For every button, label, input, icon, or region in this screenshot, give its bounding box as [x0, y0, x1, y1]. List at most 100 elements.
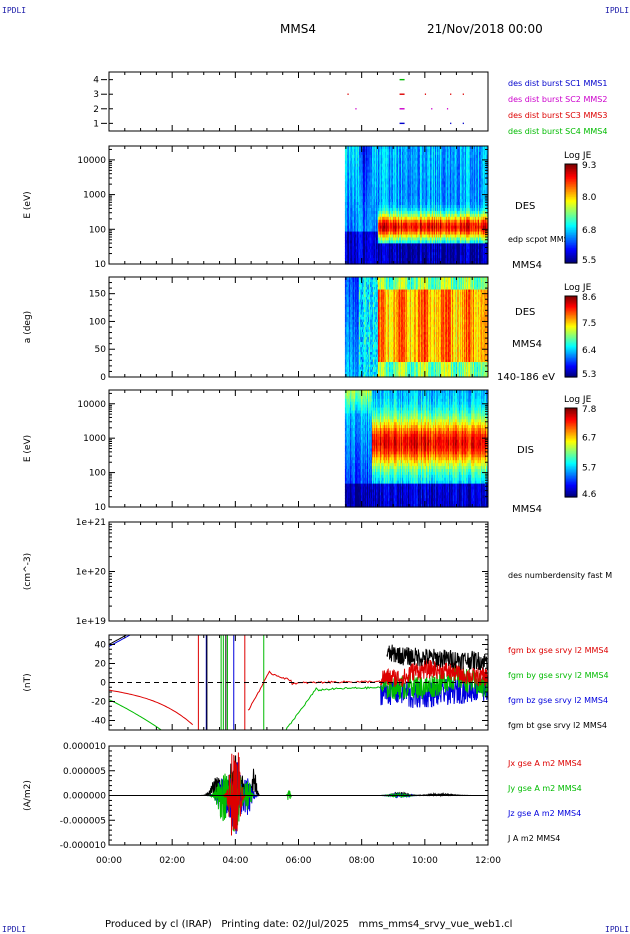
bx-series [248, 671, 387, 710]
des-energy-y-label: E (eV) [23, 191, 33, 218]
density-y-label: (cm^-3) [23, 553, 33, 590]
pitch-angle-y-tick-label: 100 [89, 317, 106, 327]
pitch-angle-y-tick-label: 0 [100, 373, 106, 383]
energy-range-label: 140-186 eV [497, 372, 555, 383]
burst-mark [463, 94, 464, 95]
mms4-label: MMS4 [512, 260, 542, 271]
des-energy-y-tick-label: 10000 [77, 156, 106, 166]
burst-legend-label: des dist burst SC3 MMS3 [508, 111, 607, 120]
burst-mark [447, 108, 448, 109]
x-tick-label: 12:00 [475, 856, 501, 866]
dis-energy-colorbar-tick-label: 6.7 [582, 434, 596, 444]
burst-legend-label: des dist burst SC4 MMS4 [508, 127, 607, 136]
des-energy-colorbar-tick-label: 5.5 [582, 256, 596, 266]
x-tick-label: 06:00 [286, 856, 312, 866]
des-energy-heatmap [345, 146, 488, 265]
bfield-y-label: (nT) [23, 673, 33, 691]
burst-mark [425, 94, 426, 95]
pitch-angle-colorbar-tick-label: 8.6 [582, 293, 597, 303]
burst-mark [463, 123, 464, 124]
by-series [286, 687, 387, 731]
pitch-angle-colorbar-title: Log JE [564, 283, 592, 293]
current-y-tick-label: 0.000000 [63, 792, 106, 802]
bfield-legend-label: fgm bt gse srvy l2 MMS4 [508, 721, 607, 730]
des-energy-y-tick-label: 1000 [83, 191, 106, 201]
pitch-angle-y-tick-label: 150 [89, 290, 106, 300]
current-y-tick-label: 0.000010 [63, 742, 106, 752]
density-y-tick-label: 1e+19 [76, 617, 107, 627]
des-energy-y-tick-label: 10 [95, 260, 107, 270]
dis-energy-colorbar-tick-label: 5.7 [582, 463, 596, 473]
bfield-legend-label: fgm bz gse srvy l2 MMS4 [508, 696, 608, 705]
dis-energy-y-tick-label: 1000 [83, 434, 106, 444]
des-energy-colorbar-tick-label: 6.8 [582, 226, 597, 236]
current-y-label: (A/m2) [23, 780, 33, 811]
bfield-y-tick-label: 0 [100, 679, 106, 689]
dis-energy-colorbar-title: Log JE [564, 395, 592, 405]
burst-mark [355, 108, 356, 109]
pitch-angle-colorbar-tick-label: 6.4 [582, 346, 597, 356]
dis-energy-y-tick-label: 10000 [77, 400, 106, 410]
des-energy-colorbar-tick-label: 9.3 [582, 161, 596, 171]
dis-energy-colorbar-tick-label: 7.8 [582, 405, 597, 415]
burst-mark [400, 108, 405, 109]
dis-label: DIS [517, 445, 534, 456]
des-energy-colorbar-tick-label: 8.0 [582, 193, 597, 203]
dis-energy-y-label: E (eV) [23, 435, 33, 462]
dis-energy-heatmap [345, 390, 488, 508]
mms4-label: MMS4 [512, 504, 542, 515]
burst-y-tick-label: 4 [93, 76, 99, 86]
bfield-y-tick-label: 40 [95, 641, 107, 651]
dis-energy-colorbar-tick-label: 4.6 [582, 490, 597, 500]
burst-mark [400, 123, 405, 124]
dis-energy-y-tick-label: 100 [89, 469, 106, 479]
density-y-tick-label: 1e+20 [76, 568, 107, 578]
x-tick-label: 10:00 [412, 856, 438, 866]
density-frame [109, 522, 488, 621]
x-tick-label: 02:00 [159, 856, 185, 866]
current-legend-label: Jy gse A m2 MMS4 [507, 784, 582, 793]
des-energy-y-tick-label: 100 [89, 225, 106, 235]
pitch-angle-colorbar-tick-label: 5.3 [582, 370, 596, 380]
burst-legend-label: des dist burst SC2 MMS2 [508, 95, 607, 104]
pitch-angle-y-label: a (deg) [23, 311, 33, 343]
current-legend-label: J A m2 MMS4 [507, 834, 560, 843]
des-label: DES [515, 307, 535, 318]
bz-series [109, 601, 193, 646]
des-label: DES [515, 201, 535, 212]
burst-mark [431, 108, 432, 109]
burst-legend-label: des dist burst SC1 MMS1 [508, 79, 607, 88]
bfield-legend-label: fgm by gse srvy l2 MMS4 [508, 671, 609, 680]
burst-panel-frame [109, 72, 488, 131]
burst-mark [400, 79, 405, 80]
burst-mark [450, 123, 451, 124]
x-tick-label: 04:00 [222, 856, 248, 866]
density-legend-label: des numberdensity fast M [508, 571, 612, 580]
dis-energy-y-tick-label: 10 [95, 503, 107, 513]
current-y-tick-label: -0.000005 [60, 816, 106, 826]
x-tick-label: 08:00 [349, 856, 375, 866]
jz-series [109, 762, 488, 834]
current-legend-label: Jz gse A m2 MMS4 [507, 809, 581, 818]
burst-y-tick-label: 1 [93, 119, 99, 129]
x-tick-label: 00:00 [96, 856, 122, 866]
burst-mark [347, 94, 348, 95]
scpot-label: edp scpot MMS4 [508, 235, 574, 244]
bfield-y-tick-label: -20 [91, 698, 106, 708]
bfield-legend-label: fgm bx gse srvy l2 MMS4 [508, 646, 609, 655]
des-energy-colorbar-title: Log JE [564, 151, 592, 161]
density-y-tick-label: 1e+21 [76, 518, 106, 528]
by-series [109, 700, 193, 754]
pitch-angle-heatmap [345, 277, 488, 378]
current-series-group [109, 753, 488, 836]
current-y-tick-label: 0.000005 [63, 767, 106, 777]
current-legend-label: Jx gse A m2 MMS4 [507, 759, 582, 768]
pitch-angle-y-tick-label: 50 [95, 345, 107, 355]
burst-y-tick-label: 3 [93, 90, 99, 100]
bfield-y-tick-label: 20 [95, 660, 107, 670]
burst-mark [450, 94, 451, 95]
pitch-angle-colorbar-tick-label: 7.5 [582, 319, 596, 329]
burst-mark [400, 94, 405, 95]
mms4-label: MMS4 [512, 339, 542, 350]
